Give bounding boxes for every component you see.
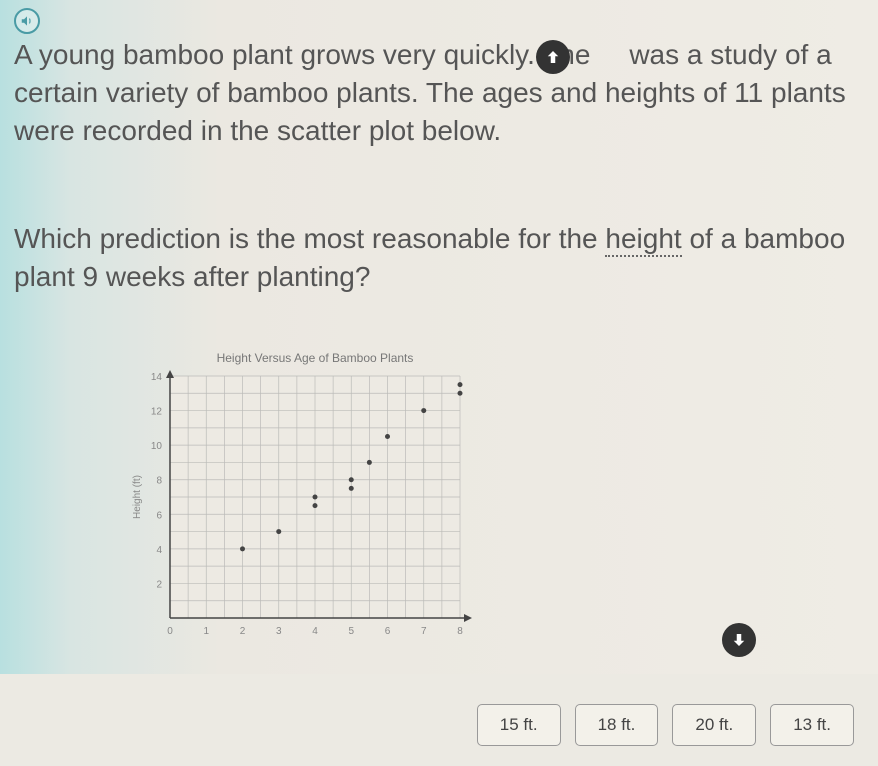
svg-text:2: 2 bbox=[156, 579, 162, 590]
chart-svg: Height Versus Age of Bamboo Plants012345… bbox=[120, 348, 480, 648]
svg-text:8: 8 bbox=[156, 476, 162, 487]
answer-bar: 15 ft. 18 ft. 20 ft. 13 ft. bbox=[0, 676, 878, 766]
scatter-plot: Height Versus Age of Bamboo Plants012345… bbox=[120, 348, 480, 648]
answer-option-3[interactable]: 13 ft. bbox=[770, 704, 854, 746]
svg-text:0: 0 bbox=[167, 626, 173, 637]
svg-text:1: 1 bbox=[203, 626, 209, 637]
svg-text:4: 4 bbox=[312, 626, 318, 637]
svg-text:5: 5 bbox=[348, 626, 354, 637]
svg-text:2: 2 bbox=[240, 626, 246, 637]
speaker-icon bbox=[20, 14, 34, 28]
answer-option-0[interactable]: 15 ft. bbox=[477, 704, 561, 746]
arrow-down-icon bbox=[730, 631, 748, 649]
svg-text:7: 7 bbox=[421, 626, 427, 637]
audio-button[interactable] bbox=[14, 8, 40, 34]
scroll-up-button[interactable] bbox=[536, 40, 570, 74]
answer-option-2[interactable]: 20 ft. bbox=[672, 704, 756, 746]
answer-option-1[interactable]: 18 ft. bbox=[575, 704, 659, 746]
arrow-up-icon bbox=[544, 48, 562, 66]
svg-text:Height Versus Age of Bamboo Pl: Height Versus Age of Bamboo Plants bbox=[217, 351, 414, 365]
svg-text:3: 3 bbox=[276, 626, 282, 637]
scroll-down-button[interactable] bbox=[722, 623, 756, 657]
svg-text:8: 8 bbox=[457, 626, 463, 637]
question-underlined-word: height bbox=[605, 223, 681, 257]
answers-row: 15 ft. 18 ft. 20 ft. 13 ft. bbox=[0, 674, 878, 746]
svg-text:6: 6 bbox=[156, 510, 162, 521]
svg-text:14: 14 bbox=[151, 372, 163, 383]
question-part1: Which prediction is the most reasonable … bbox=[14, 223, 605, 254]
svg-text:6: 6 bbox=[385, 626, 391, 637]
svg-text:12: 12 bbox=[151, 407, 163, 418]
problem-text-part1: A young bamboo plant grows very quickly.… bbox=[14, 39, 590, 70]
question-paragraph: Which prediction is the most reasonable … bbox=[14, 220, 848, 296]
svg-text:10: 10 bbox=[151, 441, 163, 452]
svg-text:Height (ft): Height (ft) bbox=[132, 475, 143, 519]
problem-paragraph: A young bamboo plant grows very quickly.… bbox=[14, 36, 848, 149]
svg-text:4: 4 bbox=[156, 545, 162, 556]
